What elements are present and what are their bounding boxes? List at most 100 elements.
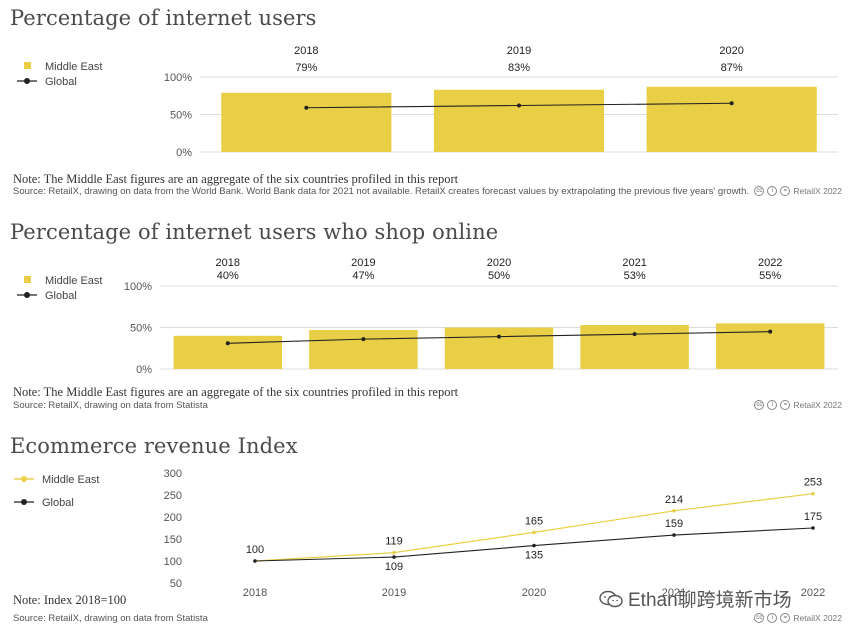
bar-value-label: 47% [352,270,374,282]
data-label-middle-east: 253 [804,477,822,489]
legend-label-middle-east: Middle East [45,275,102,287]
legend-label-global: Global [45,76,77,88]
point-global [632,332,637,337]
wechat-icon [599,590,623,607]
y-tick-label: 300 [164,468,182,480]
brand-label: RetailX 2022 [793,613,842,623]
legend-dot-global [21,499,27,505]
data-label-middle-east: 100 [246,544,264,556]
by-icon: i [767,400,778,410]
bar-middle-east [646,86,817,152]
watermark: Ethan聊跨境新市场 [598,585,792,612]
x-tick-label: 2018 [243,587,267,599]
bar-value-label: 40% [217,270,239,282]
point-global [361,337,366,342]
y-tick-label: 200 [164,512,182,524]
point-middle-east [532,530,536,535]
y-tick-label: 100% [164,72,192,84]
cc-icon: cc [754,613,765,623]
legend-label-global: Global [42,497,74,509]
point-global [253,559,257,563]
nd-icon: = [780,186,791,196]
point-global [392,555,396,559]
data-label-global: 175 [804,511,822,523]
category-label: 2019 [507,45,531,57]
legend-dot-middle-east [21,476,27,482]
bar-value-label: 53% [624,270,646,282]
x-tick-label: 2022 [801,587,825,599]
watermark-text: Ethan聊跨境新市场 [628,590,792,611]
point-middle-east [672,509,676,513]
legend-label-middle-east: Middle East [45,61,102,73]
cc-icon: cc [754,186,765,196]
bar-value-label: 55% [759,270,781,282]
chart1-brand: cc i = RetailX 2022 [754,186,842,196]
chart2-note: Note: The Middle East figures are an agg… [13,385,459,399]
bar-value-label: 50% [488,270,510,282]
category-label: 2018 [216,257,240,269]
category-label: 2019 [351,257,375,269]
legend-dot-global [24,292,30,298]
point-global [517,103,521,108]
data-label-global: 109 [385,561,403,573]
y-tick-label: 250 [164,490,182,502]
chart2-source: Source: RetailX, drawing on data from St… [13,400,208,411]
bar-value-label: 79% [295,62,317,74]
y-tick-label: 100 [164,556,182,568]
bar-middle-east [221,92,392,152]
by-icon: i [767,186,778,196]
point-global [304,105,309,110]
category-label: 2022 [758,257,782,269]
category-label: 2020 [719,45,743,57]
point-global [729,101,734,106]
category-label: 2021 [622,257,646,269]
category-label: 2020 [487,257,511,269]
chart2-title: Percentage of internet users who shop on… [10,220,499,244]
point-global [672,533,676,537]
point-middle-east [811,491,815,496]
legend-label-global: Global [45,290,77,302]
legend-dot-global [24,78,30,84]
point-global [497,334,501,339]
category-label: 2018 [294,45,318,57]
brand-label: RetailX 2022 [793,186,842,196]
y-tick-label: 50% [170,110,192,122]
y-tick-label: 50% [130,323,152,335]
data-label-middle-east: 165 [525,515,543,527]
y-tick-label: 50 [170,578,182,590]
brand-label: RetailX 2022 [793,400,842,410]
cc-icon: cc [754,400,765,410]
bar-middle-east [433,89,605,152]
chart1-note: Note: The Middle East figures are an agg… [13,172,459,186]
x-tick-label: 2019 [382,587,406,599]
bar-middle-east [173,335,283,369]
chart1-title: Percentage of internet users [10,6,317,30]
bar-middle-east [309,329,418,369]
data-label-middle-east: 119 [385,536,403,548]
point-global [225,341,230,346]
legend-swatch-middle-east [24,276,31,283]
y-tick-label: 100% [124,281,152,293]
data-label-global: 159 [665,518,683,530]
bar-middle-east [444,327,554,369]
point-middle-east [392,550,396,555]
nd-icon: = [780,400,791,410]
chart1-source: Source: RetailX, drawing on data from th… [13,186,749,197]
chart1-svg: 0% 50% 100% 2018 79% 2019 83% 2020 87% Middle Eas… [17,45,838,159]
y-tick-label: 0% [176,147,192,159]
chart3-svg: 50 100 150 200 250 300 2018 2019 2020 2021 2022 100… [14,468,825,599]
bar-value-label: 83% [508,62,530,74]
point-global [532,543,536,548]
bar-middle-east [580,325,689,369]
y-tick-label: 150 [164,534,182,546]
legend-swatch-middle-east [24,62,31,69]
nd-icon: = [780,613,791,623]
y-tick-label: 0% [136,364,152,376]
data-label-middle-east: 214 [665,494,683,506]
x-tick-label: 2020 [522,587,546,599]
by-icon: i [767,613,778,623]
chart3-title: Ecommerce revenue Index [10,434,298,458]
data-label-global: 135 [525,550,543,562]
chart3-note: Note: Index 2018=100 [13,593,127,607]
bar-value-label: 87% [721,62,743,74]
